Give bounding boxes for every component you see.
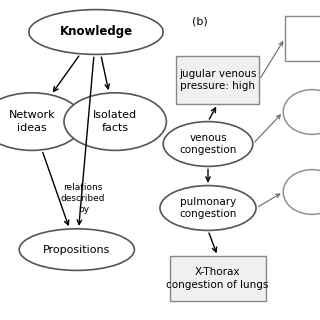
- Text: Isolated
facts: Isolated facts: [93, 110, 137, 133]
- Ellipse shape: [163, 122, 253, 166]
- Ellipse shape: [19, 229, 134, 270]
- Bar: [285, 16, 320, 61]
- Bar: [176, 56, 259, 104]
- Bar: [170, 256, 266, 301]
- Ellipse shape: [29, 10, 163, 54]
- Text: (b): (b): [192, 16, 208, 26]
- Text: relations
described
by: relations described by: [61, 183, 106, 214]
- Text: jugular venous
pressure: high: jugular venous pressure: high: [179, 69, 256, 91]
- Text: Network
ideas: Network ideas: [9, 110, 55, 133]
- Ellipse shape: [64, 93, 166, 150]
- Ellipse shape: [283, 170, 320, 214]
- Text: pulmonary
congestion: pulmonary congestion: [179, 197, 237, 219]
- Text: X-Thorax
congestion of lungs: X-Thorax congestion of lungs: [166, 267, 269, 290]
- Text: venous
congestion: venous congestion: [179, 133, 237, 155]
- Ellipse shape: [283, 90, 320, 134]
- Text: Knowledge: Knowledge: [60, 26, 132, 38]
- Ellipse shape: [160, 186, 256, 230]
- Text: Propositions: Propositions: [43, 244, 110, 255]
- Ellipse shape: [0, 93, 83, 150]
